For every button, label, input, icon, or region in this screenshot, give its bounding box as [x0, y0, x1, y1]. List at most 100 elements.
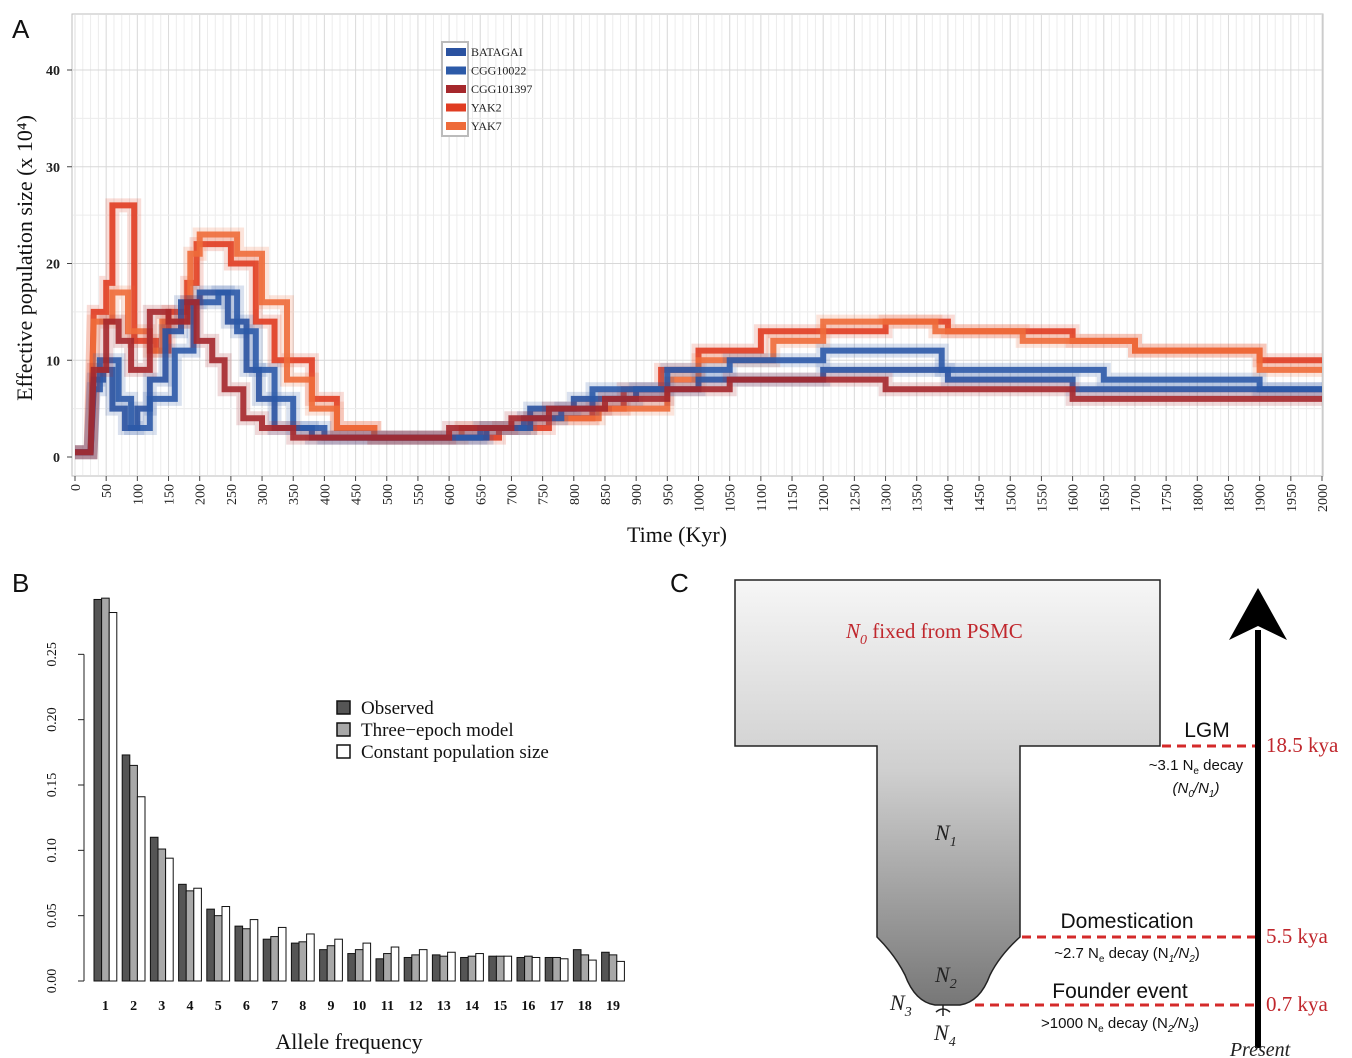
- b-x-tick-label: 16: [521, 999, 535, 1014]
- bar-constant-2: [136, 796, 146, 982]
- founder-decay: >1000 Ne decay (N2/N3): [1041, 1015, 1199, 1035]
- x-tick-label: 600: [443, 484, 458, 505]
- bar-constant-5: [221, 906, 231, 982]
- panel-b-axis: 0.00 0.05 0.10 0.15 0.20 0.25: [45, 642, 85, 994]
- lgm-decay: ~3.1 Ne decay: [1149, 757, 1244, 777]
- x-tick-label: 1350: [911, 484, 926, 512]
- b-x-tick-label: 14: [465, 999, 479, 1014]
- bar-three-19: [608, 954, 618, 982]
- legend-label-cgg10022: CGG10022: [471, 64, 526, 78]
- legend-label-constant: Constant population size: [361, 742, 549, 763]
- x-tick-label: 400: [318, 484, 333, 505]
- panel-b-xlabel: Allele frequency: [275, 1029, 422, 1054]
- x-tick-label: 1100: [755, 484, 770, 511]
- b-y-tick-label: 0.00: [45, 969, 60, 994]
- x-tick-label: 1150: [786, 484, 801, 511]
- x-tick-label: 700: [505, 484, 520, 505]
- x-tick-label: 1500: [1004, 484, 1019, 512]
- x-tick-label: 300: [256, 484, 271, 505]
- b-x-tick-label: 1: [102, 999, 109, 1014]
- bar-observed-15: [488, 955, 497, 982]
- bar-constant-15: [503, 955, 513, 982]
- b-x-tick-label: 7: [271, 999, 278, 1014]
- lgm-ratio: (N0/N1): [1173, 780, 1220, 800]
- lgm-time: 18.5 kya: [1266, 733, 1339, 757]
- x-tick-label: 1800: [1191, 484, 1206, 512]
- bar-three-13: [439, 955, 449, 982]
- x-tick-label: 800: [568, 484, 583, 505]
- x-tick-label: 750: [537, 484, 552, 505]
- legend-swatch-observed: [336, 700, 351, 715]
- x-tick-label: 1400: [942, 484, 957, 512]
- y-tick-label: 20: [46, 258, 60, 273]
- x-tick-label: 2000: [1316, 484, 1331, 512]
- x-tick-label: 1200: [817, 484, 832, 512]
- x-tick-label: 200: [194, 484, 209, 505]
- x-tick-label: 150: [163, 484, 178, 505]
- panel-c-letter: C: [670, 568, 689, 598]
- founder-time: 0.7 kya: [1266, 992, 1329, 1016]
- bar-three-2: [129, 764, 138, 982]
- domestication-time: 5.5 kya: [1266, 924, 1329, 948]
- x-tick-label: 1950: [1285, 484, 1300, 512]
- legend-label-cgg101397: CGG101397: [471, 82, 532, 96]
- n3-label: N3: [889, 990, 912, 1020]
- b-x-tick-label: 4: [187, 999, 194, 1014]
- bar-constant-4: [193, 887, 202, 982]
- x-tick-label: 1700: [1129, 484, 1144, 512]
- bottleneck-stem: [935, 1005, 951, 1016]
- n0-label: N0 fixed from PSMC: [845, 619, 1023, 648]
- x-tick-label: 1250: [848, 484, 863, 512]
- bar-constant-18: [588, 959, 597, 982]
- y-tick-label: 40: [46, 64, 60, 79]
- y-tick-label: 0: [53, 451, 60, 466]
- bar-constant-9: [334, 938, 343, 982]
- legend-swatch-batagai: [446, 48, 466, 56]
- bar-three-6: [242, 928, 251, 982]
- bar-three-14: [467, 955, 477, 982]
- present-label: Present: [1229, 1039, 1291, 1058]
- bar-three-7: [270, 936, 279, 982]
- legend-label-batagai: BATAGAI: [471, 45, 523, 59]
- legend-swatch-three: [336, 722, 351, 737]
- bar-observed-17: [544, 956, 554, 982]
- y-tick-label: 30: [46, 161, 60, 176]
- bar-observed-4: [178, 883, 187, 982]
- x-tick-label: 1600: [1067, 484, 1082, 512]
- x-tick-label: 450: [350, 484, 365, 505]
- x-tick-label: 1900: [1254, 484, 1269, 512]
- x-tick-label: 1750: [1160, 484, 1175, 512]
- bar-observed-3: [149, 836, 159, 982]
- series-line-cgg101397: [75, 299, 1322, 456]
- x-tick-label: 350: [287, 484, 302, 505]
- b-x-tick-label: 12: [409, 999, 423, 1014]
- panel-a-legend: BATAGAI CGG10022 CGG101397 YAK2 YAK7: [441, 41, 532, 137]
- b-y-tick-label: 0.05: [45, 903, 60, 928]
- x-tick-label: 250: [225, 484, 240, 505]
- legend-label-yak7: YAK7: [471, 119, 502, 133]
- panel-c: C N0 fixed from PSMC N1 N2 N3 N4 Present…: [670, 568, 1339, 1058]
- b-x-tick-label: 15: [493, 999, 507, 1014]
- bar-observed-7: [262, 938, 272, 982]
- x-tick-label: 1650: [1098, 484, 1113, 512]
- domestication-decay: ~2.7 Ne decay (N1/N2): [1054, 945, 1200, 965]
- n2-label: N2: [934, 962, 957, 992]
- bar-three-12: [411, 954, 420, 982]
- bar-observed-13: [431, 954, 441, 982]
- bar-three-17: [552, 956, 561, 982]
- b-x-tick-label: 8: [299, 999, 306, 1014]
- domestication-title: Domestication: [1060, 910, 1193, 933]
- bar-three-9: [326, 945, 336, 982]
- n1-label: N1: [934, 820, 957, 850]
- x-tick-label: 1000: [693, 484, 708, 512]
- bar-observed-14: [460, 956, 469, 982]
- bar-three-3: [157, 848, 167, 982]
- bar-constant-12: [418, 949, 428, 982]
- bar-three-4: [185, 890, 195, 982]
- bar-constant-17: [559, 958, 569, 982]
- bar-three-1: [101, 597, 110, 982]
- panel-a: A 0 50 100 150 200 250 300 350 400 450 500 550 600 65…: [12, 13, 1331, 547]
- bar-constant-11: [390, 946, 400, 982]
- legend-label-yak2: YAK2: [471, 101, 502, 115]
